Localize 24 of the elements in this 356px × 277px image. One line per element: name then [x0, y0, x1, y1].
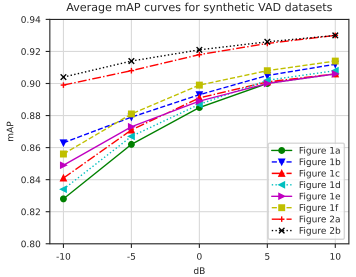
legend-label: Figure 1f	[300, 204, 338, 213]
y-tick-label: 0.82	[21, 208, 40, 216]
x-tick-label: 5	[265, 253, 270, 260]
x-tick-label: -10	[56, 252, 70, 260]
y-tick-label: 0.92	[21, 48, 40, 55]
y-axis-title: mAP	[6, 122, 14, 141]
legend-label: Figure 1e	[300, 192, 340, 202]
y-tick-label: 0.84	[21, 176, 40, 184]
y-tick-label: 0.86	[21, 144, 40, 152]
legend-label: Figure 1b	[300, 158, 340, 167]
legend-label: Figure 1d	[300, 181, 340, 190]
legend-label: Figure 2a	[300, 215, 340, 224]
x-tick-label: 0	[197, 252, 202, 260]
y-tick-label: 0.94	[21, 16, 40, 23]
chart-title: Average mAP curves for synthetic VAD datasets	[66, 2, 332, 14]
y-tick-label: 0.80	[21, 240, 40, 248]
legend-label: Figure 1a	[300, 146, 340, 156]
x-axis-title: dB	[194, 267, 205, 274]
x-tick-label: 10	[330, 252, 340, 260]
legend-label: Figure 2b	[300, 226, 340, 236]
x-tick-label: -5	[127, 253, 136, 260]
y-tick-label: 0.88	[21, 112, 40, 120]
legend-label: Figure 1c	[300, 170, 340, 178]
y-tick-label: 0.90	[21, 80, 40, 88]
